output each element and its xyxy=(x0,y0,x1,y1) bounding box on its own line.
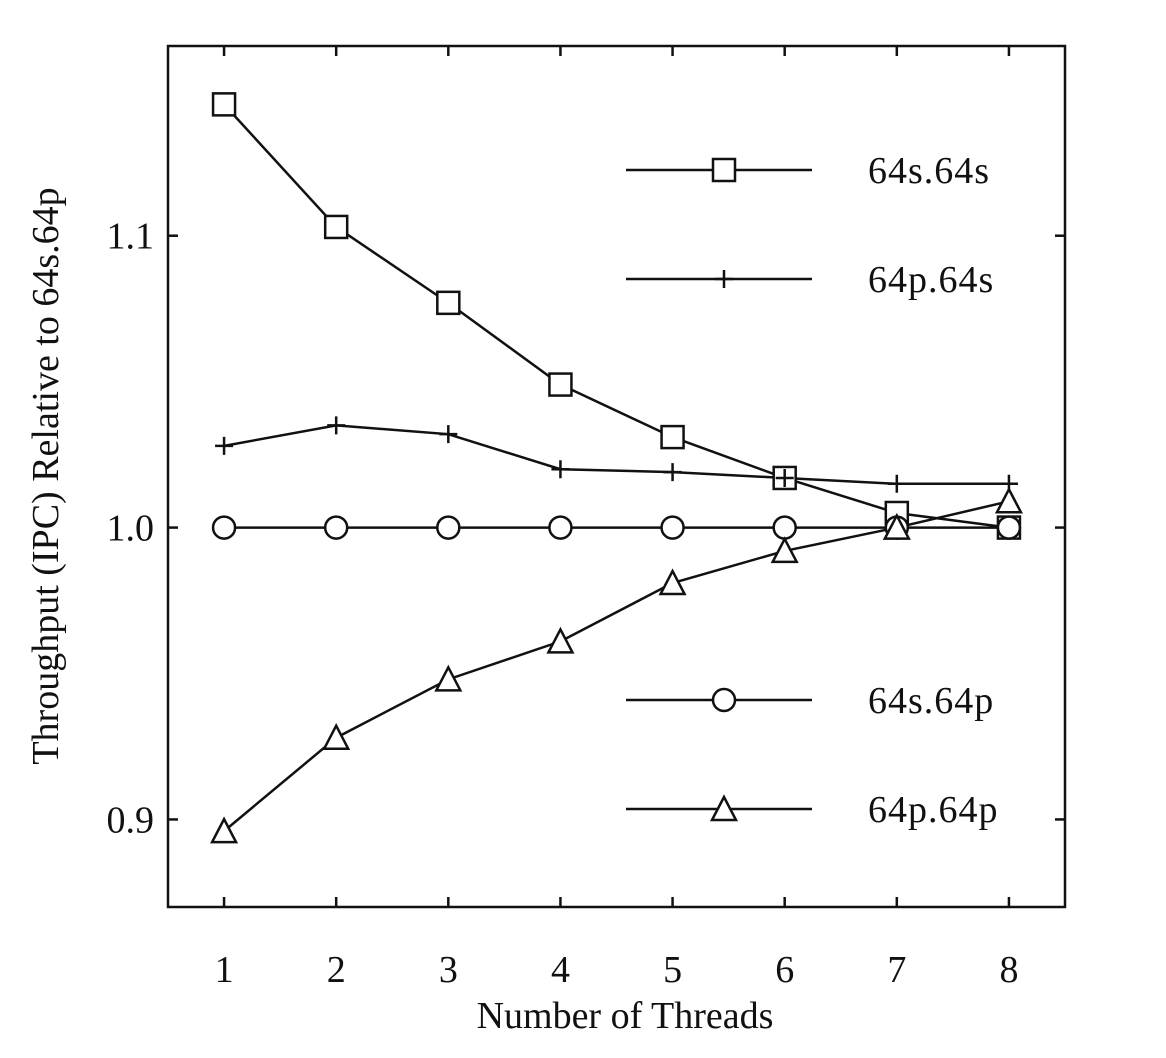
data-point-64s.64p-8 xyxy=(996,515,1022,540)
x-tick-label: 4 xyxy=(551,949,570,991)
series-line-64p.64s xyxy=(223,424,1009,486)
data-point-64p.64s-1 xyxy=(215,436,234,455)
data-point-64s.64s-1 xyxy=(211,92,237,117)
series-line-64p.64p xyxy=(223,500,1010,833)
plot-frame xyxy=(166,44,1067,909)
legend-label-64s.64s: 64s.64s xyxy=(868,150,990,192)
data-point-64s.64p-4 xyxy=(548,515,573,540)
data-point-64p.64p-3 xyxy=(434,664,463,692)
x-tick-label: 7 xyxy=(887,949,906,991)
y-tick-label: 1.1 xyxy=(107,216,155,258)
x-tick-label: 8 xyxy=(999,949,1018,991)
data-point-64p.64s-5 xyxy=(663,463,682,482)
series-markers xyxy=(210,92,1023,844)
y-axis-label: Throughput (IPC) Relative to 64s.64p xyxy=(25,187,67,764)
legend-label-64s.64p: 64s.64p xyxy=(868,680,994,722)
series-lines xyxy=(223,103,1010,833)
data-point-64s.64p-2 xyxy=(323,515,349,540)
data-point-64s.64s-5 xyxy=(660,424,685,450)
legend-label-64p.64p: 64p.64p xyxy=(868,789,999,831)
data-point-64s.64s-3 xyxy=(436,290,461,316)
data-point-64p.64p-7 xyxy=(882,512,911,540)
data-point-64s.64s-4 xyxy=(548,372,573,397)
data-point-64p.64s-6 xyxy=(775,468,794,487)
data-point-64s.64p-3 xyxy=(436,515,461,540)
x-tick-label: 1 xyxy=(215,949,234,991)
legend-marker-64s.64p xyxy=(711,687,737,713)
y-tick-label: 0.9 xyxy=(107,799,155,841)
data-point-64p.64p-6 xyxy=(770,536,799,564)
data-point-64s.64p-1 xyxy=(211,515,237,540)
data-point-64p.64s-7 xyxy=(887,474,906,493)
x-tick-label: 3 xyxy=(439,949,458,991)
legend-label-64p.64s: 64p.64s xyxy=(868,259,994,301)
data-point-64p.64p-4 xyxy=(546,626,575,654)
legend-marker-64p.64s xyxy=(715,270,733,288)
x-tick-label: 6 xyxy=(775,949,794,991)
y-tick-label: 1.0 xyxy=(107,508,155,550)
data-point-64p.64s-4 xyxy=(551,460,570,479)
x-tick-label: 2 xyxy=(327,949,346,991)
data-point-64p.64p-2 xyxy=(322,723,351,750)
data-point-64p.64s-2 xyxy=(327,416,346,435)
legend-marker-64p.64p xyxy=(709,794,739,822)
data-point-64s.64s-2 xyxy=(323,214,349,240)
legend: 64s.64s 64p.64s 64s.64p 64p.64p xyxy=(626,150,999,831)
x-axis-label: Number of Threads xyxy=(477,995,774,1037)
data-point-64p.64p-5 xyxy=(658,568,687,596)
series-line-64s.64s xyxy=(223,103,1010,529)
axis-ticks: 1 2 3 4 5 6 7 8 0.9 1.0 1.1 xyxy=(107,46,1065,991)
data-point-64p.64p-1 xyxy=(210,816,239,844)
x-tick-label: 5 xyxy=(663,949,682,991)
data-point-64p.64p-8 xyxy=(994,486,1023,514)
legend-marker-64s.64s xyxy=(711,157,737,183)
data-point-64s.64p-6 xyxy=(772,515,797,540)
data-point-64s.64p-5 xyxy=(660,515,685,540)
data-point-64p.64s-3 xyxy=(439,425,458,444)
